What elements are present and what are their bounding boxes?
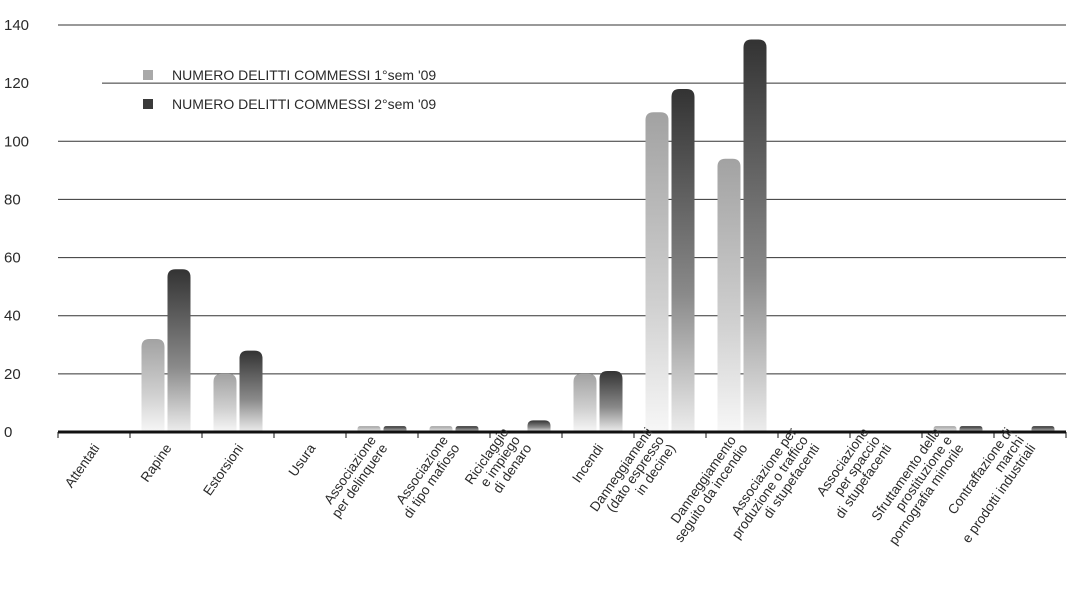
y-tick-label: 60 xyxy=(4,250,21,267)
x-category-label: Estorsioni xyxy=(200,441,246,498)
y-tick-label: 140 xyxy=(4,17,29,34)
bar-series-1 xyxy=(645,112,669,432)
y-tick-label: 40 xyxy=(4,308,21,325)
bar-series-2 xyxy=(167,269,191,432)
x-category-label: Usura xyxy=(286,441,319,480)
gridlines xyxy=(58,24,1066,375)
y-tick-label: 120 xyxy=(4,75,29,92)
bar-series-2 xyxy=(743,39,767,433)
x-category-label: Danneggiamenti(dato espressoin decine) xyxy=(587,425,679,530)
y-tick-label: 80 xyxy=(4,191,21,208)
bar-series-1 xyxy=(573,373,597,432)
x-category-label: Associazioneper delinquere xyxy=(317,433,390,520)
x-axis-labels: Attentati Rapine Estorsioni Usura Associazio… xyxy=(62,425,1039,548)
y-tick-label: 0 xyxy=(4,424,12,441)
x-category-label: Riciclaggioe impiegodi denaro xyxy=(462,425,535,503)
x-category-label: Attentati xyxy=(62,441,103,490)
y-tick-label: 100 xyxy=(4,133,29,150)
bar-series-2 xyxy=(599,370,623,432)
bar-series-2 xyxy=(239,350,263,432)
x-axis xyxy=(57,430,1067,438)
bar-series-2 xyxy=(671,88,695,432)
x-category-label: Incendi xyxy=(569,441,606,485)
legend-label-series-1: NUMERO DELITTI COMMESSI 1°sem '09 xyxy=(172,67,436,83)
bar-series-1 xyxy=(717,158,741,432)
bar-series-1 xyxy=(213,373,237,432)
bars xyxy=(141,39,1055,433)
x-category-label: Rapine xyxy=(138,441,175,485)
legend-swatch-series-1 xyxy=(143,70,153,80)
bar-series-1 xyxy=(141,338,165,432)
x-category-label: Associazionedi tipo mafioso xyxy=(389,433,463,521)
legend-swatch-series-2 xyxy=(143,99,153,109)
bar-series-2 xyxy=(527,420,551,432)
legend-label-series-2: NUMERO DELITTI COMMESSI 2°sem '09 xyxy=(172,96,436,112)
y-axis-ticks: 0 20 40 60 80 100 120 140 xyxy=(4,17,29,441)
legend: NUMERO DELITTI COMMESSI 1°sem '09 NUMERO… xyxy=(143,67,436,112)
y-tick-label: 20 xyxy=(4,366,21,383)
